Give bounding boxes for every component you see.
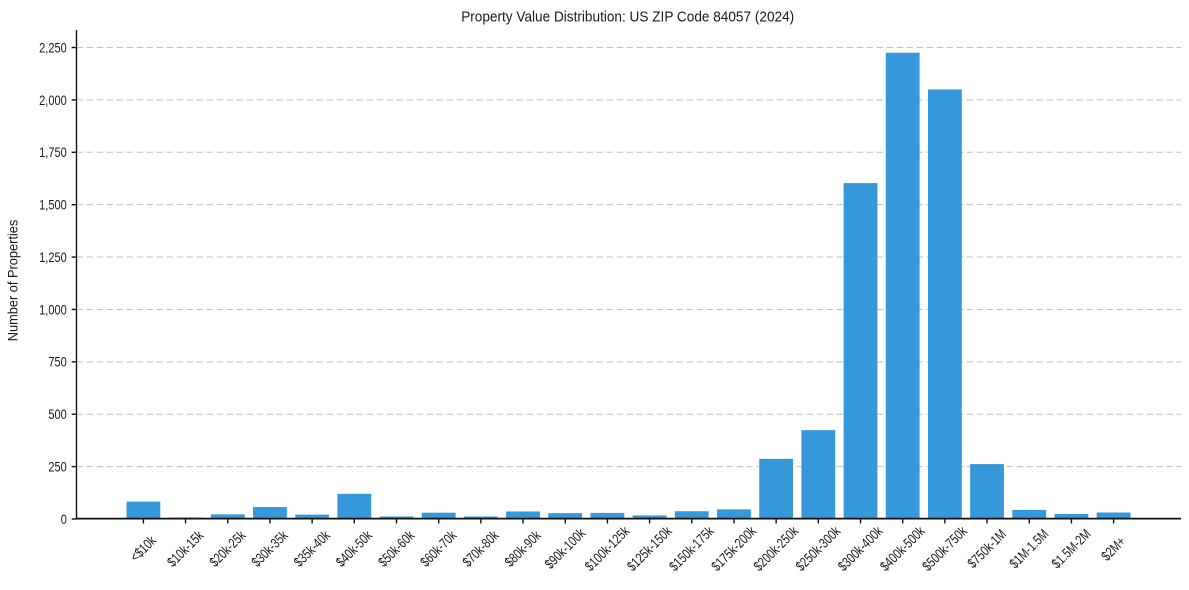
svg-text:1,500: 1,500 — [39, 197, 67, 213]
svg-text:750: 750 — [48, 354, 67, 370]
svg-text:Number of Properties: Number of Properties — [6, 220, 21, 342]
svg-text:Property Value Distribution: U: Property Value Distribution: US ZIP Code… — [461, 8, 794, 25]
svg-text:2,250: 2,250 — [39, 39, 67, 55]
svg-text:0: 0 — [61, 511, 67, 527]
svg-text:1,750: 1,750 — [39, 144, 67, 160]
svg-text:1,250: 1,250 — [39, 249, 67, 265]
svg-text:2,000: 2,000 — [39, 92, 67, 108]
svg-text:1,000: 1,000 — [39, 301, 67, 317]
svg-text:500: 500 — [48, 406, 67, 422]
svg-text:250: 250 — [48, 459, 67, 475]
